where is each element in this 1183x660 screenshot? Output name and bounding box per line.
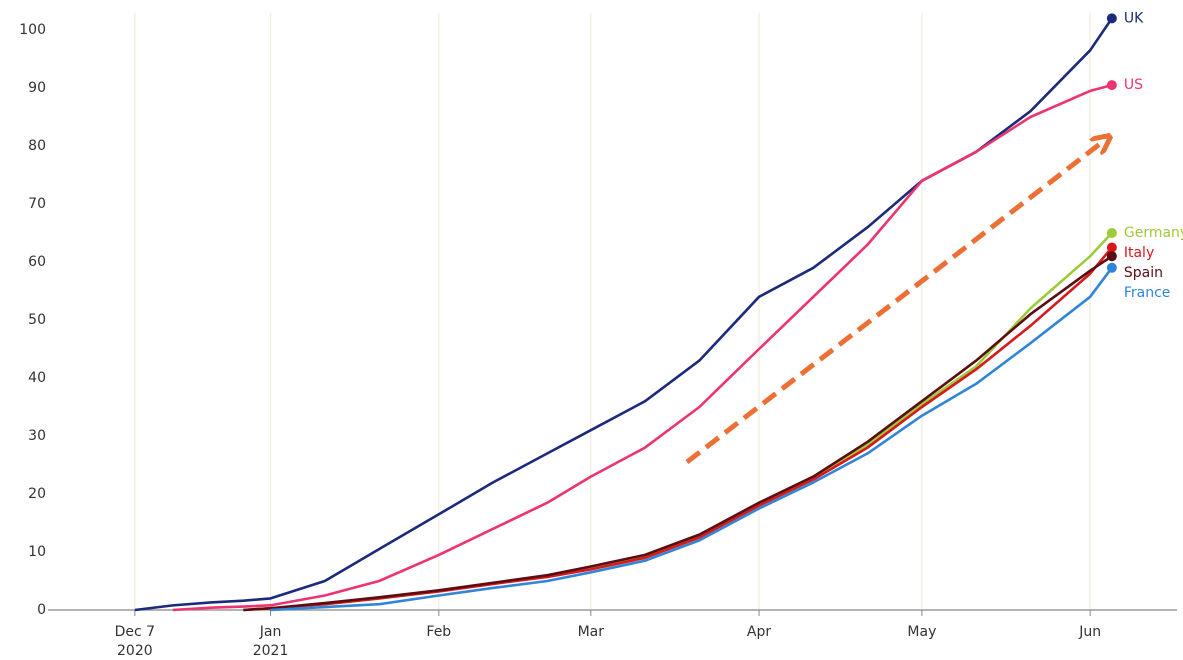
legend-label: Germany — [1124, 225, 1183, 241]
end-dot — [1106, 228, 1117, 238]
legend-label: Spain — [1124, 265, 1163, 281]
y-tick-label: 20 — [28, 486, 46, 502]
x-tick-label: Jan 2021 — [253, 624, 289, 659]
grid — [134, 12, 1091, 610]
y-tick-label: 70 — [28, 196, 46, 212]
end-dot — [1106, 13, 1117, 24]
series-line — [134, 17, 1113, 612]
trend-arrow — [685, 140, 1105, 464]
y-tick-label: 30 — [28, 428, 46, 444]
y-tick-label: 10 — [28, 544, 46, 560]
y-tick-label: 40 — [28, 370, 46, 386]
y-tick-label: 100 — [19, 22, 46, 38]
series-line — [172, 83, 1113, 612]
y-tick-label: 0 — [37, 602, 46, 618]
x-tick-label: Dec 7 2020 — [115, 624, 155, 659]
legend-label: UK — [1124, 10, 1144, 26]
end-dot — [1106, 262, 1117, 273]
series-line — [243, 246, 1113, 612]
x-tick-label: Apr — [747, 624, 771, 640]
legend-label: Italy — [1124, 245, 1154, 261]
x-tick-label: Mar — [578, 624, 605, 640]
legend-label: France — [1124, 285, 1171, 301]
end-dot — [1106, 251, 1117, 262]
y-tick-label: 60 — [28, 254, 46, 270]
y-tick-label: 50 — [28, 312, 46, 328]
x-tick-label: Jun — [1078, 624, 1101, 640]
series-line — [270, 267, 1113, 612]
y-tick-label: 90 — [28, 80, 46, 96]
x-tick-label: May — [907, 624, 936, 640]
end-dot — [1106, 242, 1117, 253]
end-dot — [1106, 80, 1117, 91]
legend-label: US — [1124, 77, 1143, 93]
x-tick-label: Feb — [426, 624, 451, 640]
y-tick-label: 80 — [28, 138, 46, 154]
series-line — [243, 255, 1113, 612]
